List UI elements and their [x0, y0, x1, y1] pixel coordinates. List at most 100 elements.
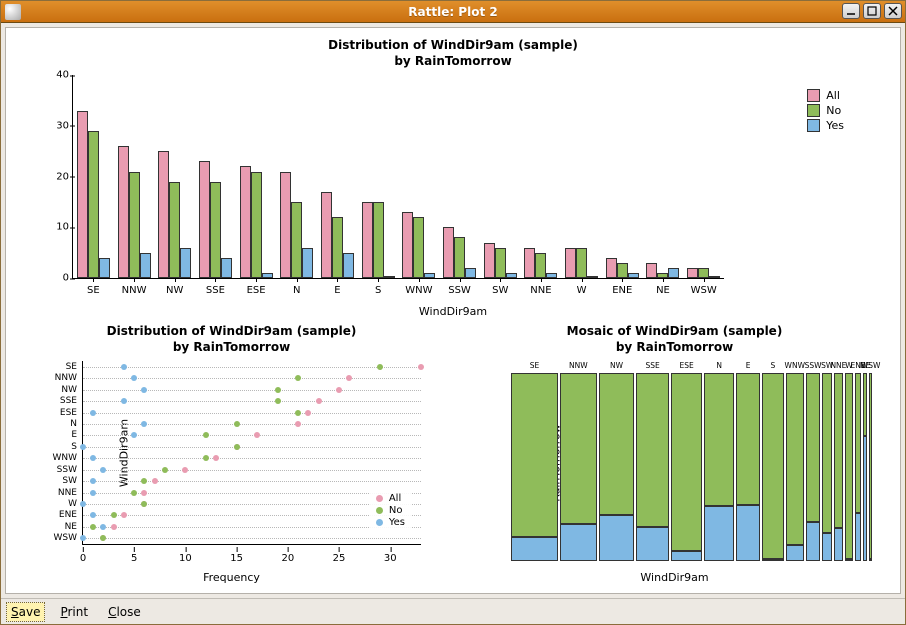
legend-swatch-yes: [807, 119, 820, 132]
dot-legend-item: Yes: [376, 517, 405, 528]
bar-legend: AllNoYes: [807, 89, 844, 134]
minimize-button[interactable]: [842, 3, 860, 19]
bar-group: ENE: [602, 75, 643, 278]
dot-point-no: [295, 375, 301, 381]
close-button[interactable]: [884, 3, 902, 19]
bar-all: [280, 172, 291, 278]
mosaic-xtick: NW: [610, 361, 623, 370]
dot-point-all: [111, 524, 117, 530]
print-button[interactable]: Print: [56, 603, 92, 621]
bar-all: [443, 227, 454, 278]
save-button[interactable]: Save: [7, 603, 44, 621]
dot-ytick: W: [68, 499, 77, 509]
dot-point-no: [131, 490, 137, 496]
maximize-button[interactable]: [863, 3, 881, 19]
bar-ytick: 0: [39, 273, 69, 284]
dot-ytick: SW: [62, 476, 77, 486]
bar-yes: [587, 276, 598, 278]
dot-point-yes: [121, 398, 127, 404]
mosaic-column: WSW: [869, 373, 872, 561]
bar-yes: [506, 273, 517, 278]
mosaic-seg-no: [762, 373, 783, 559]
bottom-row: Distribution of WindDir9am (sample) by R…: [22, 324, 884, 584]
bar-group: E: [317, 75, 358, 278]
dot-point-yes: [90, 512, 96, 518]
dot-point-no: [275, 398, 281, 404]
bar-all: [402, 212, 413, 278]
bar-group: WNW: [399, 75, 440, 278]
dot-point-no: [141, 501, 147, 507]
mosaic-xtick: SSW: [805, 361, 822, 370]
bar-group: ESE: [236, 75, 277, 278]
dot-point-yes: [90, 478, 96, 484]
mosaic-column: SW: [822, 373, 832, 561]
bar-yes: [709, 276, 720, 278]
bar-ytick: 40: [39, 70, 69, 81]
minimize-icon: [846, 6, 856, 16]
dot-gridline: [83, 481, 421, 482]
dot-point-no: [141, 478, 147, 484]
dot-xtick: 10: [179, 553, 192, 564]
mosaic-column: ESE: [671, 373, 702, 561]
maximize-icon: [867, 6, 877, 16]
legend-swatch-no: [807, 104, 820, 117]
dot-ytick: WSW: [53, 533, 77, 543]
dot-point-yes: [131, 375, 137, 381]
dot-point-all: [346, 375, 352, 381]
dot-chart-title: Distribution of WindDir9am (sample) by R…: [22, 324, 441, 355]
dot-point-all: [418, 364, 424, 370]
dot-point-yes: [80, 535, 86, 541]
bar-all: [565, 248, 576, 278]
dot-point-yes: [100, 524, 106, 530]
dot-ytick: SSE: [60, 396, 77, 406]
legend-label: All: [826, 89, 840, 102]
bar-all: [606, 258, 617, 278]
bar-xlabel: WindDir9am: [22, 305, 884, 318]
mosaic-xtick: S: [771, 361, 776, 370]
bar-no: [251, 172, 262, 278]
dot-point-yes: [80, 501, 86, 507]
dot-point-all: [141, 490, 147, 496]
dot-title-1: Distribution of WindDir9am (sample): [107, 324, 357, 338]
mosaic-seg-no: [671, 373, 702, 550]
bar-all: [240, 166, 251, 278]
bar-group: W: [561, 75, 602, 278]
mosaic-xtick: SE: [530, 361, 540, 370]
bar-xtick: SSE: [206, 285, 225, 296]
dot-gridline: [83, 447, 421, 448]
dot-xtick: 20: [281, 553, 294, 564]
mosaic-column: NNW: [560, 373, 597, 561]
dot-ytick: S: [71, 442, 77, 452]
bar-no: [413, 217, 424, 278]
dot-ytick: ESE: [60, 408, 77, 418]
mosaic-seg-no: [786, 373, 804, 545]
dot-point-yes: [90, 410, 96, 416]
close-button-toolbar[interactable]: Close: [104, 603, 145, 621]
mosaic-seg-yes: [834, 528, 843, 561]
dot-point-all: [152, 478, 158, 484]
dot-point-no: [111, 512, 117, 518]
bar-group: NE: [643, 75, 684, 278]
dot-chart: Distribution of WindDir9am (sample) by R…: [22, 324, 441, 584]
bar-no: [535, 253, 546, 278]
dot-point-all: [305, 410, 311, 416]
dot-ytick: ENE: [59, 510, 77, 520]
bar-yes: [302, 248, 313, 278]
bar-yes: [424, 273, 435, 278]
dot-ytick: WNW: [52, 453, 77, 463]
bar-all: [77, 111, 88, 278]
dot-point-no: [100, 535, 106, 541]
mosaic-seg-yes: [822, 533, 832, 561]
bar-xtick: NNE: [530, 285, 551, 296]
bar-group: SE: [73, 75, 114, 278]
titlebar: Rattle: Plot 2: [1, 1, 905, 23]
mosaic-seg-yes: [704, 506, 734, 561]
dot-legend-item: All: [376, 493, 405, 504]
dot-point-no: [203, 455, 209, 461]
dot-title-2: by RainTomorrow: [173, 340, 290, 354]
bar-no: [169, 182, 180, 278]
dot-gridline: [83, 470, 421, 471]
bar-title-1: Distribution of WindDir9am (sample): [328, 38, 578, 52]
dot-ytick: N: [70, 419, 77, 429]
bar-ytick: 30: [39, 120, 69, 131]
